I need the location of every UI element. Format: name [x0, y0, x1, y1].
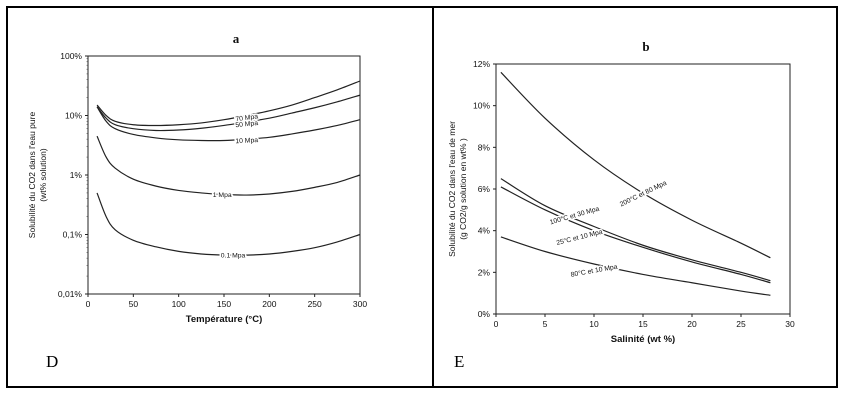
curve-label: 25°C et 10 Mpa: [555, 228, 603, 247]
x-tick-label: 250: [308, 299, 322, 309]
y-tick-label: 10%: [473, 101, 490, 111]
panel-letter-e: E: [454, 352, 465, 371]
x-tick-label: 25: [736, 319, 746, 329]
y-tick-label: 6%: [478, 184, 491, 194]
series-line-4: [96, 192, 361, 256]
x-tick-label: 0: [494, 319, 499, 329]
x-tick-label: 300: [353, 299, 367, 309]
x-tick-label: 5: [543, 319, 548, 329]
curve-label: 0.1 Mpa: [221, 253, 246, 260]
y-tick-label: 0,1%: [63, 230, 83, 240]
x-tick-label: 100: [172, 299, 186, 309]
y-axis-label: Solubilité du CO2 dans l'eau de mer(g CO…: [447, 121, 468, 257]
chart-title: a: [233, 31, 240, 46]
x-tick-label: 0: [86, 299, 91, 309]
chart-a-svg: a 0 50 100 150 200 250 300 0,01% 0,1% 1% 10% 100% Tem…: [27, 31, 367, 325]
panel-letter-d: D: [46, 352, 59, 371]
x-tick-label: 30: [785, 319, 795, 329]
x-axis-label: Température (°C): [186, 314, 262, 325]
series-line-0: [96, 80, 361, 127]
y-tick-label: 100%: [60, 51, 82, 61]
curve-label: 10 Mpa: [235, 137, 258, 145]
plot-frame: [495, 63, 791, 315]
x-tick-label: 200: [262, 299, 276, 309]
x-tick-label: 15: [638, 319, 648, 329]
x-tick-label: 150: [217, 299, 231, 309]
x-axis-label: Salinité (wt %): [611, 334, 675, 345]
y-tick-label: 8%: [478, 142, 491, 152]
series-line-3: [500, 236, 771, 296]
y-axis-label-group: Solubilité du CO2 dans l'eau pure(wt% so…: [27, 112, 48, 239]
chart-panel-e: b 0 5 10 15 20 25 30 0% 2% 4% 6% 8% 10% 12% Salinité (w…: [432, 6, 838, 388]
chart-panel-d: a 0 50 100 150 200 250 300 0,01% 0,1% 1% 10% 100% Tem…: [6, 6, 434, 388]
x-tick-label: 50: [129, 299, 139, 309]
curve-label: 50 Mpa: [235, 120, 258, 129]
y-tick-label: 0%: [478, 309, 491, 319]
y-tick-label: 10%: [65, 111, 82, 121]
curve-label: 80°C et 10 Mpa: [570, 263, 618, 279]
curve-label: 1 Mpa: [213, 192, 232, 199]
series-line-1: [500, 178, 771, 282]
chart-b-svg: b 0 5 10 15 20 25 30 0% 2% 4% 6% 8% 10% 12% Salinité (w…: [447, 39, 795, 345]
y-axis-label-group: Solubilité du CO2 dans l'eau de mer(g CO…: [447, 121, 468, 257]
y-tick-label: 4%: [478, 226, 491, 236]
chart-title: b: [642, 39, 649, 54]
y-tick-label: 2%: [478, 267, 491, 277]
x-tick-label: 20: [687, 319, 697, 329]
series-line-2: [96, 106, 361, 142]
series-line-0: [500, 71, 771, 259]
y-tick-label: 1%: [70, 170, 83, 180]
y-tick-label: 12%: [473, 59, 490, 69]
series-line-1: [96, 94, 361, 132]
y-axis-label: Solubilité du CO2 dans l'eau pure(wt% so…: [27, 112, 48, 239]
y-tick-label: 0,01%: [58, 289, 83, 299]
series-line-3: [96, 135, 361, 196]
series-line-2: [500, 186, 771, 284]
x-tick-label: 10: [589, 319, 599, 329]
